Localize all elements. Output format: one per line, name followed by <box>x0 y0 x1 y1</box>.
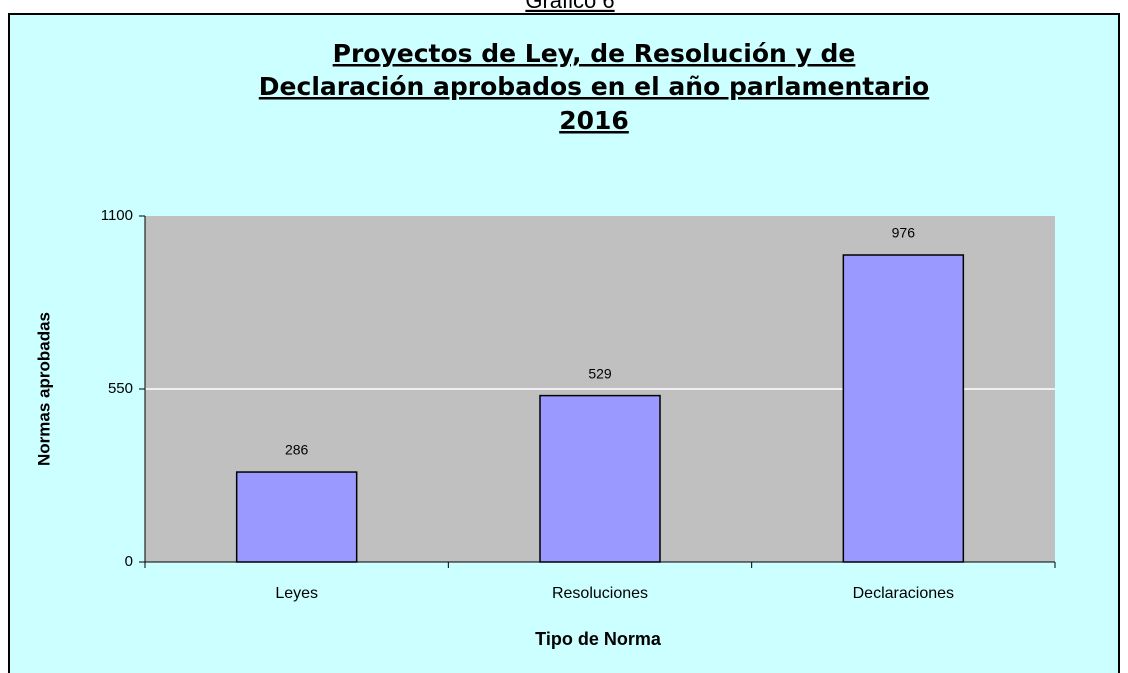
y-axis-label: Normas aprobadas <box>34 312 53 466</box>
x-tick-label: Declaraciones <box>853 585 954 602</box>
bar <box>539 394 661 563</box>
x-tick-label: Leyes <box>275 585 318 602</box>
bar <box>235 471 358 563</box>
chart-title: 2016 <box>559 106 629 135</box>
y-tick-label: 1100 <box>101 207 133 224</box>
page-caption: Gráfico 6 <box>525 0 614 13</box>
y-tick-label: 0 <box>125 553 133 570</box>
bar <box>842 254 965 563</box>
chart-title: Declaración aprobados en el año parlamen… <box>259 72 929 101</box>
y-tick-label: 550 <box>108 380 133 397</box>
chart-title: Proyectos de Ley, de Resolución y de <box>333 39 856 68</box>
x-axis-label: Tipo de Norma <box>535 629 662 649</box>
data-label: 529 <box>588 365 612 381</box>
x-tick-label: Resoluciones <box>552 585 648 602</box>
data-label: 286 <box>285 442 309 458</box>
data-label: 976 <box>892 225 916 241</box>
